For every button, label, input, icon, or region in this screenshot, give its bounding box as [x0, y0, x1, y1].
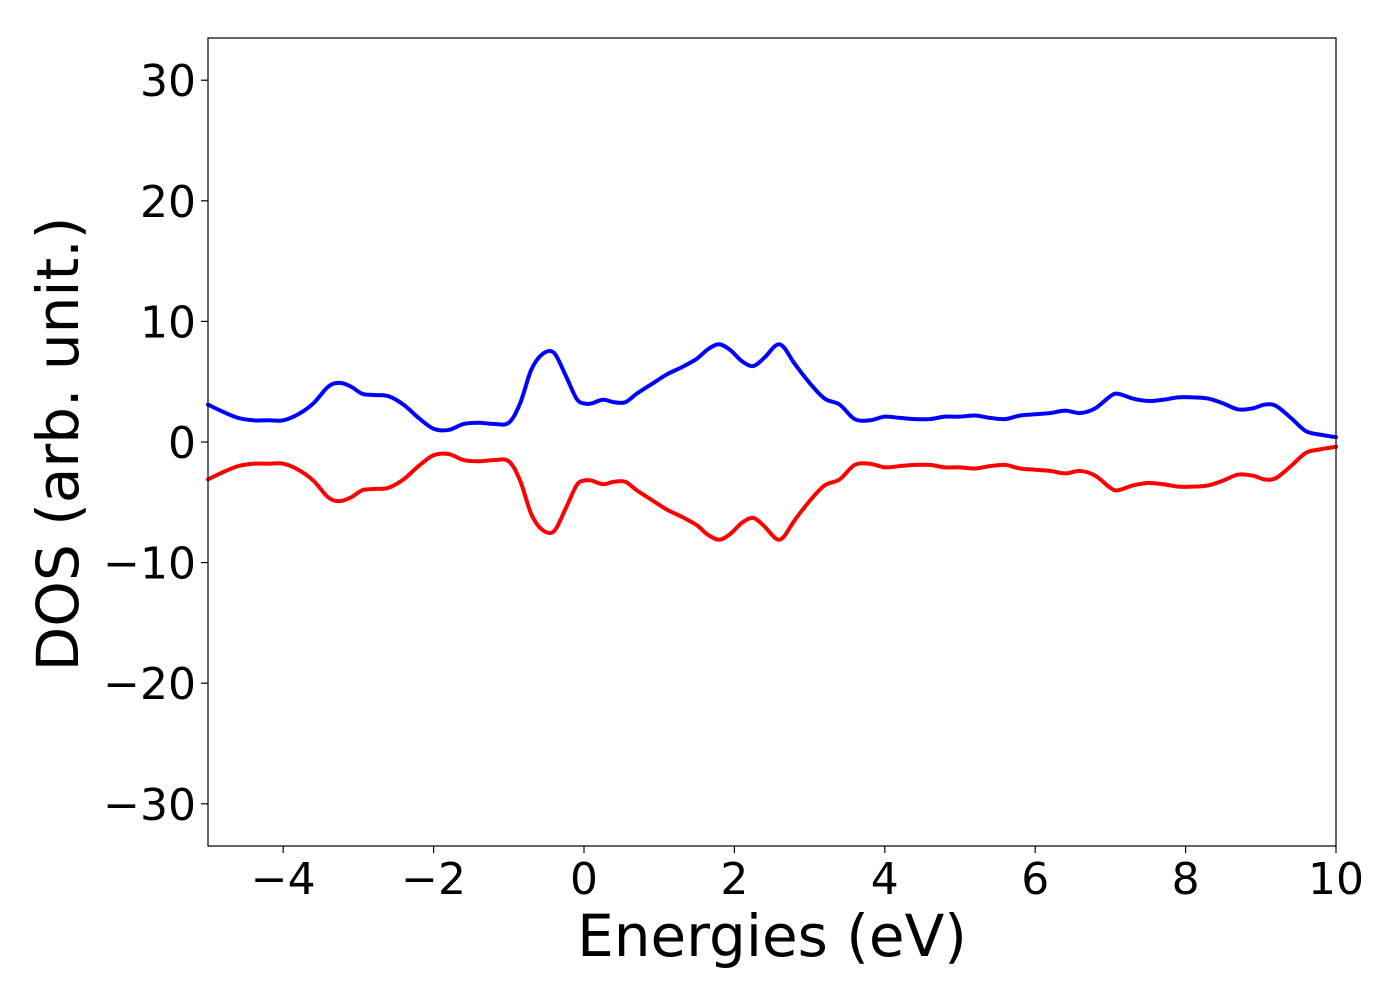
dos-spin-up-line: [206, 342, 1338, 440]
series-layer: [206, 342, 1338, 542]
x-tick-label: 6: [1021, 854, 1049, 905]
y-tick-label: −30: [103, 780, 196, 831]
y-axis-title: DOS (arb. unit.): [24, 217, 92, 672]
y-tick-label: −20: [103, 659, 196, 710]
x-tick-label: 4: [871, 854, 899, 905]
x-tick-label: 0: [570, 854, 598, 905]
x-tick-label: 10: [1308, 854, 1364, 905]
y-tick-label: 30: [140, 56, 196, 107]
x-tick-label: 8: [1172, 854, 1200, 905]
x-axis-title: Energies (eV): [577, 902, 967, 970]
plot-frame: [207, 37, 1337, 847]
x-tick-label: 2: [720, 854, 748, 905]
y-tick-label: 10: [140, 297, 196, 348]
x-tick-label: −2: [401, 854, 466, 905]
dos-spin-down-line: [206, 444, 1338, 542]
y-tick-label: 20: [140, 177, 196, 228]
y-tick-label: −10: [103, 539, 196, 590]
y-tick-label: 0: [168, 418, 196, 469]
x-tick-label: −4: [251, 854, 316, 905]
